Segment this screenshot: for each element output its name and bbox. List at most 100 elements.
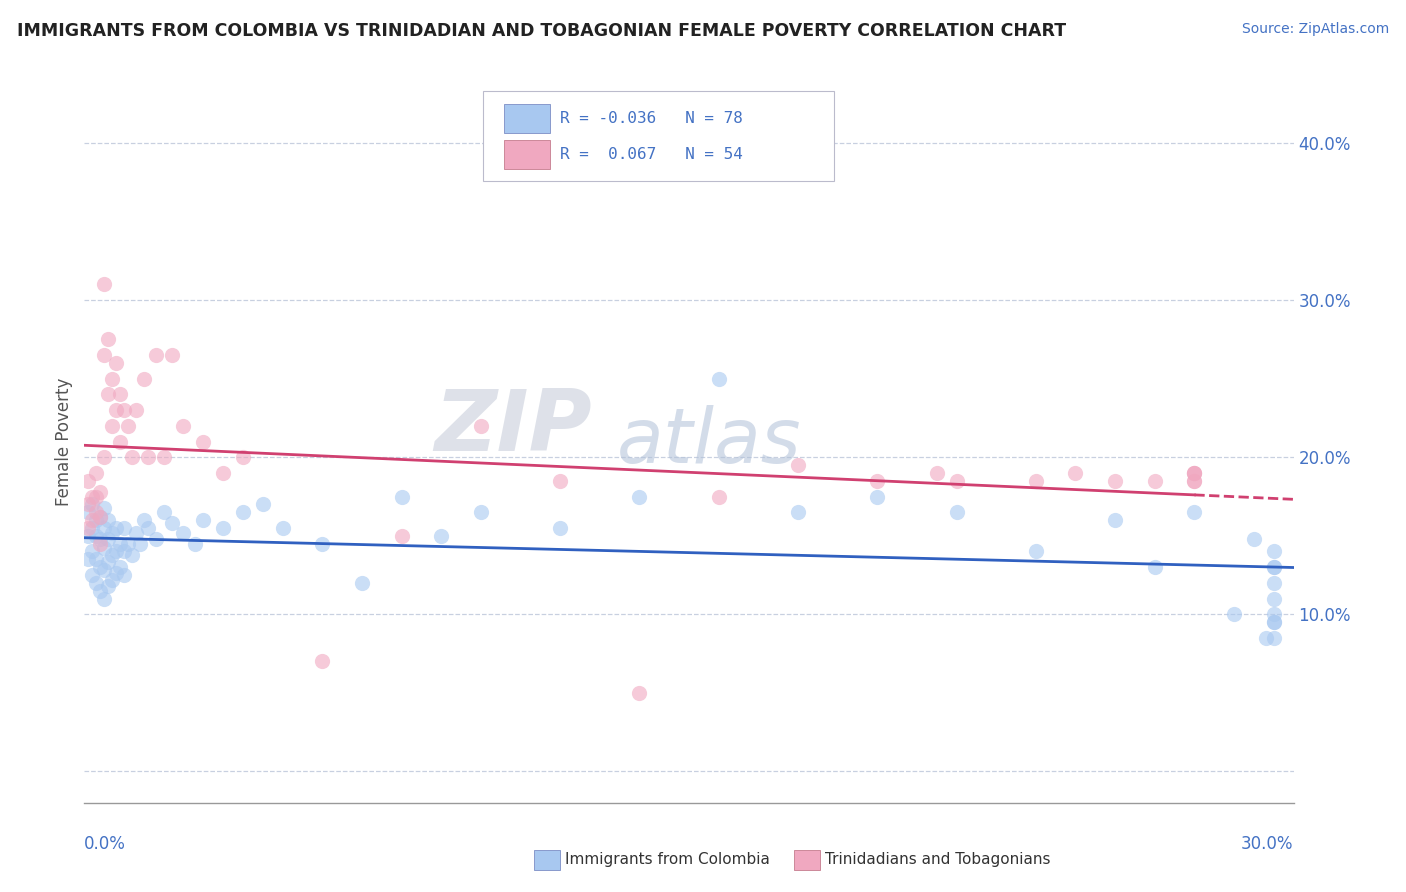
Point bbox=[391, 529, 413, 543]
Point bbox=[1064, 466, 1087, 480]
Point bbox=[172, 525, 194, 540]
Point bbox=[160, 516, 183, 531]
Point bbox=[152, 450, 174, 465]
Point bbox=[707, 490, 730, 504]
Point bbox=[97, 556, 120, 570]
Point bbox=[152, 505, 174, 519]
Point bbox=[89, 510, 111, 524]
Point bbox=[1104, 474, 1126, 488]
Point bbox=[93, 500, 115, 515]
Point bbox=[132, 513, 155, 527]
Point bbox=[84, 466, 107, 480]
Point bbox=[548, 521, 571, 535]
Point bbox=[108, 536, 131, 550]
Point bbox=[1263, 544, 1285, 558]
Point bbox=[1263, 591, 1285, 606]
Point bbox=[184, 536, 207, 550]
Point bbox=[470, 505, 492, 519]
Point bbox=[117, 536, 139, 550]
Point bbox=[252, 497, 274, 511]
Point bbox=[101, 548, 124, 562]
Point bbox=[89, 583, 111, 598]
Point bbox=[1184, 466, 1206, 480]
Point bbox=[212, 466, 235, 480]
Point bbox=[101, 372, 124, 386]
Point bbox=[84, 490, 107, 504]
Y-axis label: Female Poverty: Female Poverty bbox=[55, 377, 73, 506]
Point bbox=[350, 575, 373, 590]
Point bbox=[1184, 474, 1206, 488]
Point bbox=[925, 466, 948, 480]
Text: atlas: atlas bbox=[616, 405, 801, 478]
Point bbox=[84, 529, 107, 543]
Point bbox=[232, 505, 254, 519]
Point bbox=[121, 548, 143, 562]
Point bbox=[945, 505, 967, 519]
Point bbox=[1263, 631, 1285, 645]
Point bbox=[82, 568, 104, 582]
Point bbox=[108, 434, 131, 449]
Point bbox=[105, 403, 128, 417]
Text: 0.0%: 0.0% bbox=[84, 835, 127, 854]
Point bbox=[1243, 532, 1265, 546]
Point bbox=[101, 418, 124, 433]
Point bbox=[82, 490, 104, 504]
Point bbox=[707, 372, 730, 386]
Point bbox=[628, 686, 651, 700]
Point bbox=[212, 521, 235, 535]
Point bbox=[128, 536, 150, 550]
Point bbox=[101, 525, 124, 540]
Point bbox=[97, 579, 120, 593]
Point bbox=[1184, 466, 1206, 480]
Point bbox=[1263, 560, 1285, 574]
Point bbox=[97, 532, 120, 546]
Point bbox=[391, 490, 413, 504]
Point bbox=[136, 450, 159, 465]
FancyBboxPatch shape bbox=[484, 91, 834, 181]
Point bbox=[311, 536, 333, 550]
Point bbox=[82, 497, 104, 511]
Point bbox=[1223, 607, 1246, 622]
Point bbox=[945, 474, 967, 488]
Text: Source: ZipAtlas.com: Source: ZipAtlas.com bbox=[1241, 22, 1389, 37]
Point bbox=[77, 521, 100, 535]
Point bbox=[82, 544, 104, 558]
Point bbox=[628, 490, 651, 504]
Point bbox=[193, 513, 215, 527]
Point bbox=[1104, 513, 1126, 527]
Point bbox=[101, 573, 124, 587]
Point bbox=[93, 521, 115, 535]
Text: R =  0.067   N = 54: R = 0.067 N = 54 bbox=[560, 147, 742, 162]
Point bbox=[105, 521, 128, 535]
Bar bbox=[503, 140, 550, 169]
Bar bbox=[503, 104, 550, 133]
Point bbox=[193, 434, 215, 449]
Point bbox=[105, 356, 128, 370]
Text: IMMIGRANTS FROM COLOMBIA VS TRINIDADIAN AND TOBAGONIAN FEMALE POVERTY CORRELATIO: IMMIGRANTS FROM COLOMBIA VS TRINIDADIAN … bbox=[17, 22, 1066, 40]
Point bbox=[108, 387, 131, 401]
Point bbox=[77, 474, 100, 488]
Text: ZIP: ZIP bbox=[434, 385, 592, 468]
Point bbox=[84, 552, 107, 566]
Point bbox=[93, 277, 115, 292]
Point bbox=[117, 418, 139, 433]
Point bbox=[82, 521, 104, 535]
Point bbox=[866, 474, 889, 488]
Point bbox=[1184, 466, 1206, 480]
Point bbox=[787, 458, 810, 472]
Point bbox=[82, 513, 104, 527]
Point bbox=[77, 497, 100, 511]
Point bbox=[93, 591, 115, 606]
Point bbox=[97, 333, 120, 347]
Point bbox=[89, 536, 111, 550]
Point bbox=[1143, 474, 1166, 488]
Point bbox=[77, 529, 100, 543]
Point bbox=[108, 560, 131, 574]
Point bbox=[97, 513, 120, 527]
Point bbox=[548, 474, 571, 488]
Point bbox=[125, 525, 148, 540]
Point bbox=[132, 372, 155, 386]
Text: Immigrants from Colombia: Immigrants from Colombia bbox=[565, 853, 770, 867]
Point bbox=[172, 418, 194, 433]
Point bbox=[271, 521, 294, 535]
